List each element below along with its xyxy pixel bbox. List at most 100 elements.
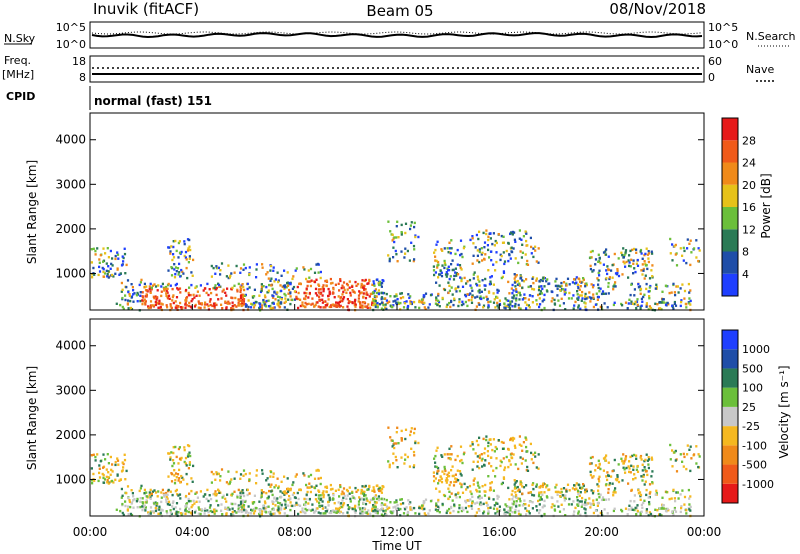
power-cell	[538, 292, 541, 296]
power-cell	[126, 303, 129, 306]
power-cell	[307, 269, 310, 272]
power-cell	[487, 248, 490, 252]
power-cell	[483, 241, 487, 244]
velocity-cell	[148, 491, 151, 494]
power-cell	[658, 301, 662, 304]
power-cell	[133, 292, 136, 295]
velocity-cell	[613, 458, 616, 462]
velocity-cell	[363, 494, 366, 498]
velocity-cell	[326, 508, 329, 511]
velocity-cell	[439, 479, 442, 482]
velocity-cell	[424, 514, 427, 517]
power-cell	[242, 300, 245, 303]
power-cell	[460, 303, 463, 307]
velocity-cell	[283, 492, 287, 495]
velocity-cell	[688, 497, 691, 500]
velocity-cell	[102, 473, 105, 477]
velocity-cell	[309, 486, 312, 489]
power-cell	[295, 267, 298, 270]
velocity-cell	[635, 506, 639, 509]
power-cell	[541, 277, 545, 281]
power-cell	[434, 271, 437, 274]
power-cell	[196, 290, 199, 293]
velocity-cell	[291, 504, 294, 508]
velocity-cell	[389, 510, 392, 513]
power-cell	[510, 287, 513, 290]
velocity-cell	[621, 510, 624, 513]
velocity-cell	[198, 508, 201, 511]
power-cell	[395, 294, 398, 298]
velocity-cell	[581, 496, 584, 500]
power-cell	[152, 304, 155, 307]
velocity-cell	[102, 476, 105, 480]
power-cell	[239, 285, 242, 288]
power-cell	[258, 294, 261, 297]
power-cell	[422, 295, 425, 299]
power-cell	[185, 266, 188, 270]
power-cell	[352, 290, 355, 293]
velocity-cell	[640, 510, 643, 513]
power-cell	[647, 250, 650, 253]
power-cell	[332, 288, 335, 291]
power-cell	[478, 297, 482, 300]
power-cell	[584, 292, 587, 296]
velocity-cell	[414, 441, 417, 445]
velocity-cell	[628, 504, 631, 507]
power-cell	[512, 297, 515, 300]
power-cell	[532, 281, 535, 285]
velocity-cell	[520, 444, 523, 447]
power-cell	[624, 249, 628, 252]
velocity-cell	[441, 470, 444, 473]
power-cell	[167, 282, 170, 286]
velocity-cell	[437, 500, 440, 503]
power-cell	[604, 292, 607, 295]
velocity-cell	[522, 486, 526, 489]
power-cell	[347, 301, 350, 305]
power-cell	[452, 278, 456, 281]
power-cell	[563, 293, 566, 296]
velocity-cell	[672, 513, 675, 516]
power-cell	[590, 283, 593, 286]
power-cell	[535, 279, 538, 282]
velocity-cell	[173, 474, 176, 477]
velocity-cell	[206, 488, 209, 492]
velocity-cell	[639, 513, 642, 517]
velocity-cell	[648, 501, 651, 504]
velocity-cell	[647, 514, 650, 517]
velocity-cell	[607, 488, 610, 491]
velocity-cell	[359, 512, 362, 515]
power-cell	[580, 294, 583, 297]
power-cell	[241, 295, 244, 298]
power-cell	[429, 293, 433, 297]
velocity-cell	[622, 462, 625, 465]
velocity-cell	[448, 447, 451, 450]
power-cell	[117, 257, 120, 260]
power-cell	[635, 248, 638, 251]
power-cell	[174, 239, 177, 243]
power-cell	[357, 294, 361, 297]
velocity-cell	[189, 454, 192, 458]
power-cell	[94, 249, 97, 253]
power-cell	[272, 294, 275, 298]
power-cell	[317, 305, 320, 308]
power-cell	[494, 269, 497, 272]
power-cell	[260, 283, 263, 286]
power-cell	[385, 307, 388, 311]
velocity-cell	[616, 474, 619, 477]
power-cell	[128, 294, 131, 298]
velocity-cell	[230, 513, 233, 516]
velocity-cell	[105, 475, 108, 479]
velocity-cell	[340, 505, 343, 509]
power-cell	[143, 285, 146, 289]
velocity-cell	[236, 494, 239, 498]
power-cell	[647, 290, 650, 293]
velocity-cell	[598, 480, 601, 483]
power-cell	[460, 268, 463, 271]
velocity-cell	[542, 482, 545, 485]
velocity-cell	[322, 490, 325, 493]
power-cell	[283, 301, 286, 304]
velocity-cell	[476, 481, 479, 484]
power-cell	[444, 263, 447, 266]
power-cell	[564, 288, 567, 291]
